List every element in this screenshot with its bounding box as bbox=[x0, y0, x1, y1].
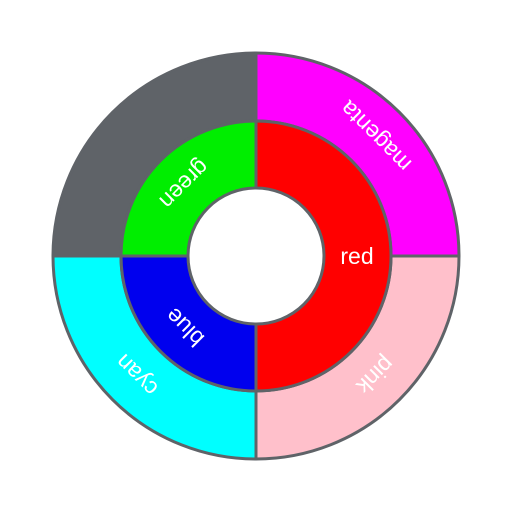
label-red: red bbox=[340, 243, 373, 269]
wedge-inner-green bbox=[119, 119, 258, 258]
wedge-inner-red bbox=[254, 119, 393, 393]
chart-rings bbox=[51, 51, 461, 461]
wedge-inner-blue bbox=[119, 254, 258, 393]
